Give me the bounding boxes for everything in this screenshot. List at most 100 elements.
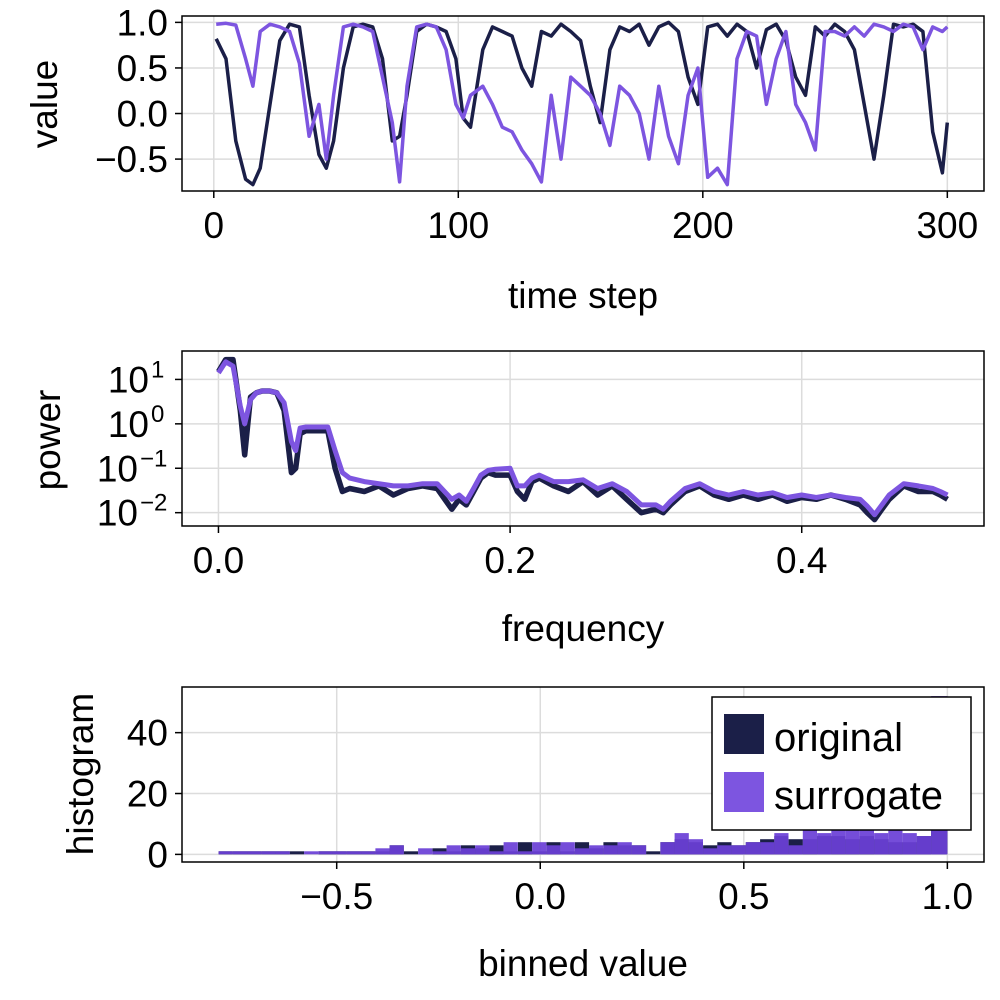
histogram-bar-surrogate: [603, 845, 618, 855]
histogram-bar-surrogate: [532, 842, 547, 855]
histogram-bar-surrogate: [218, 851, 233, 855]
histogram-bar-surrogate: [617, 842, 632, 855]
histogram-bar-surrogate: [888, 830, 903, 855]
histogram-bar-surrogate: [318, 851, 333, 855]
histogram-bar-surrogate: [261, 851, 276, 855]
spectrum-xlabel: frequency: [502, 608, 665, 649]
histogram-bar-surrogate: [916, 836, 931, 855]
histogram-bar-surrogate: [275, 851, 290, 855]
histogram-bar-surrogate: [745, 842, 760, 855]
histogram-bar-surrogate: [475, 845, 490, 855]
histogram-bar-surrogate: [845, 830, 860, 855]
timeseries-ylabel: value: [24, 60, 65, 148]
histogram-bar-original: [646, 851, 661, 855]
legend: original surrogate: [711, 696, 972, 831]
timeseries-line-original: [214, 20, 950, 187]
timeseries-panel: 0 100 200 300 1.0 0.5 0.0−0.5 time step value: [24, 2, 985, 316]
histogram-xtick-label: 0.5: [718, 876, 769, 917]
histogram-bar-surrogate: [361, 851, 376, 855]
histogram-bar-surrogate: [232, 851, 248, 855]
spectrum-xtick-label: 0.0: [193, 540, 244, 581]
legend-label-surrogate: surrogate: [774, 774, 943, 818]
spectrum-grid: [182, 351, 984, 526]
histogram-bar-surrogate: [731, 845, 746, 855]
histogram-xtick-label: 1.0: [922, 876, 973, 917]
timeseries-series: [214, 20, 950, 187]
histogram-ylabel: histogram: [60, 693, 101, 855]
spectrum-ytick-exponent: 0: [151, 401, 164, 428]
spectrum-frame: [181, 350, 985, 527]
timeseries-xlabel: time step: [508, 275, 658, 316]
histogram-bar-surrogate: [503, 842, 518, 855]
histogram-bar-surrogate: [859, 830, 874, 855]
histogram-bar-original: [289, 851, 305, 855]
spectrum-ytick-label: 10: [108, 359, 149, 400]
spectrum-line-surrogate: [216, 359, 949, 518]
timeseries-xtick-label: 200: [672, 205, 734, 246]
histogram-bar-surrogate: [717, 845, 732, 855]
histogram-bar-surrogate: [589, 845, 604, 855]
histogram-bar-surrogate: [446, 845, 461, 855]
timeseries-frame: [181, 15, 985, 192]
histogram-bar-surrogate: [660, 842, 675, 855]
timeseries-xtick-label: 300: [916, 205, 978, 246]
histogram-panel: −0.5 0.0 0.5 1.0 40 20 0 binned value histogra…: [60, 686, 985, 984]
histogram-bar-surrogate: [688, 839, 703, 855]
histogram-bar-surrogate: [817, 833, 832, 855]
histogram-frame: [181, 686, 985, 863]
histogram-bar-surrogate: [831, 830, 846, 855]
spectrum-ylabel: power: [27, 390, 68, 491]
histogram-bar-surrogate: [802, 830, 817, 855]
histogram-bar-surrogate: [674, 833, 689, 855]
spectrum-ytick-label: 10: [97, 493, 138, 534]
histogram-bar-original: [489, 845, 504, 855]
histogram-bar-surrogate: [703, 848, 718, 855]
histogram-bar-surrogate: [546, 845, 561, 855]
histogram-bar-surrogate: [346, 851, 362, 855]
timeseries-xtick-label: 0: [203, 205, 224, 246]
spectrum-ytick-label: 10: [97, 448, 138, 489]
timeseries-ytick-label: −0.5: [95, 139, 168, 180]
histogram-bar-surrogate: [389, 845, 404, 855]
spectrum-ytick-exponent: 1: [151, 356, 164, 383]
timeseries-ytick-label: 0.5: [117, 48, 168, 89]
timeseries-ytick-label: 1.0: [117, 2, 168, 43]
histogram-bar-original: [403, 851, 419, 855]
histogram-xtick-label: 0.0: [515, 876, 566, 917]
histogram-bar-surrogate: [788, 845, 803, 855]
histogram-bar-surrogate: [304, 851, 319, 855]
spectrum-xtick-label: 0.4: [776, 540, 827, 581]
spectrum-ytick-exponent: −1: [140, 445, 167, 472]
histogram-ytick-label: 40: [127, 713, 168, 754]
timeseries-ticks: 0 100 200 300 1.0 0.5 0.0−0.5: [95, 2, 978, 246]
legend-swatch-original: [724, 714, 764, 754]
histogram-bar-surrogate: [517, 851, 533, 855]
histogram-bar-surrogate: [774, 833, 789, 855]
histogram-ticks: −0.5 0.0 0.5 1.0 40 20 0: [127, 713, 973, 917]
timeseries-ytick-label: 0.0: [117, 94, 168, 135]
legend-label-original: original: [774, 716, 903, 760]
histogram-bar-surrogate: [574, 848, 590, 855]
spectrum-series: [216, 356, 949, 523]
timeseries-xtick-label: 100: [427, 205, 489, 246]
histogram-ytick-label: 0: [147, 834, 168, 875]
histogram-bar-surrogate: [874, 833, 889, 855]
histogram-bar-surrogate: [247, 851, 262, 855]
histogram-bar-surrogate: [460, 848, 476, 855]
histogram-bar-surrogate: [631, 845, 647, 855]
histogram-bar-surrogate: [418, 848, 433, 855]
histogram-bar-surrogate: [902, 833, 917, 855]
spectrum-xtick-label: 0.2: [484, 540, 535, 581]
timeseries-line-surrogate: [216, 21, 949, 187]
legend-swatch-surrogate: [724, 772, 764, 812]
histogram-bar-surrogate: [760, 842, 775, 855]
histogram-xlabel: binned value: [478, 943, 688, 984]
histogram-bar-surrogate: [489, 851, 504, 855]
spectrum-ytick-label: 10: [108, 404, 149, 445]
histogram-bar-surrogate: [560, 842, 575, 855]
histogram-ytick-label: 20: [127, 774, 168, 815]
spectrum-ytick-exponent: −2: [140, 490, 167, 517]
